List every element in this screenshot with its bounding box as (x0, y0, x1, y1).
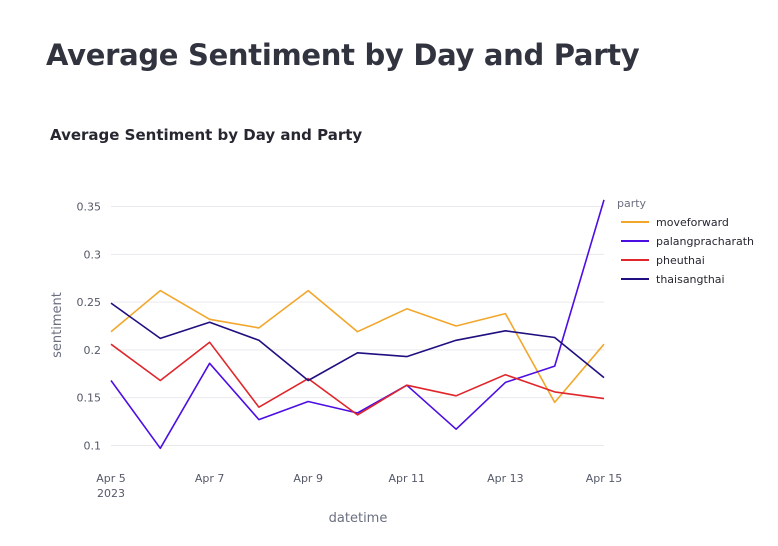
y-tick-label: 0.35 (77, 201, 102, 214)
x-tick-label: Apr 15 (586, 472, 623, 485)
chart-title: Average Sentiment by Day and Party (50, 126, 362, 144)
x-tick-label: Apr 7 (195, 472, 225, 485)
x-axis-title: datetime (329, 511, 388, 526)
series-line-moveforward (110, 289, 605, 404)
legend-item-moveforward: moveforward (656, 216, 729, 229)
y-axis-ticks: 0.1 0.15 0.2 0.25 0.3 0.35 (77, 201, 102, 453)
series-line-thaisangthai (110, 302, 605, 382)
y-tick-label: 0.15 (77, 392, 102, 405)
x-tick-label: Apr 5 (96, 472, 126, 485)
x-tick-label: Apr 13 (487, 472, 524, 485)
x-tick-label: Apr 11 (389, 472, 426, 485)
x-tick-label: Apr 9 (293, 472, 323, 485)
legend-item-pheuthai: pheuthai (656, 254, 705, 267)
y-tick-label: 0.25 (77, 296, 102, 309)
y-tick-label: 0.2 (84, 344, 102, 357)
gridlines (111, 206, 604, 446)
series-line-pheuthai (110, 341, 605, 416)
legend-item-thaisangthai: thaisangthai (656, 273, 725, 286)
y-tick-label: 0.3 (84, 248, 102, 261)
x-tick-sublabel: 2023 (97, 487, 125, 500)
y-axis-title: sentiment (50, 292, 65, 358)
legend: party moveforward palangpracharath pheutha… (617, 197, 754, 286)
page-heading: Average Sentiment by Day and Party (46, 38, 640, 72)
y-tick-label: 0.1 (84, 439, 102, 452)
legend-title: party (617, 197, 647, 210)
x-axis-ticks: Apr 5 2023 Apr 7 Apr 9 Apr 11 Apr 13 Apr 15 (96, 472, 622, 500)
legend-item-palangpracharath: palangpracharath (656, 235, 754, 248)
series-line-palangpracharath (110, 199, 605, 450)
series-lines (110, 199, 605, 450)
